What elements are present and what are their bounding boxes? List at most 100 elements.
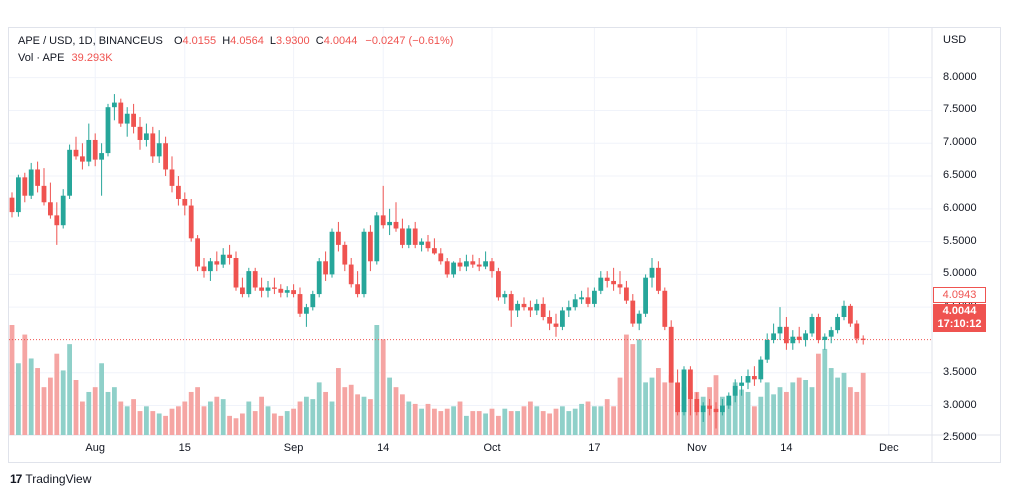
candle[interactable] <box>547 310 552 331</box>
candle[interactable] <box>400 218 405 249</box>
candle[interactable] <box>412 221 418 249</box>
candle[interactable] <box>86 123 92 167</box>
candle[interactable] <box>304 303 309 327</box>
candle[interactable] <box>822 333 828 350</box>
candle[interactable] <box>208 258 213 281</box>
candle[interactable] <box>188 198 194 242</box>
candle[interactable] <box>444 258 450 278</box>
candle[interactable] <box>355 271 360 298</box>
candle[interactable] <box>438 248 444 265</box>
candle[interactable] <box>323 251 328 281</box>
candle[interactable] <box>112 94 117 121</box>
candle[interactable] <box>54 202 60 245</box>
candle[interactable] <box>176 176 181 206</box>
candle[interactable] <box>144 123 149 147</box>
candle[interactable] <box>848 303 853 327</box>
candle[interactable] <box>374 212 380 265</box>
candle[interactable] <box>745 369 751 390</box>
candle[interactable] <box>182 192 188 216</box>
candle[interactable] <box>246 267 252 298</box>
candle[interactable] <box>16 174 21 217</box>
candle[interactable] <box>489 258 495 278</box>
candle[interactable] <box>483 251 488 270</box>
candle[interactable] <box>688 366 693 416</box>
candle[interactable] <box>163 136 168 177</box>
candle[interactable] <box>656 261 661 295</box>
candle[interactable] <box>361 228 367 298</box>
candle[interactable] <box>240 277 245 298</box>
candle[interactable] <box>854 320 860 344</box>
candle[interactable] <box>432 238 437 255</box>
symbol-label[interactable]: APE / USD, 1D, BINANCEUS <box>18 35 163 47</box>
candle[interactable] <box>233 251 239 291</box>
candle[interactable] <box>636 310 642 331</box>
candle[interactable] <box>771 323 776 344</box>
candle[interactable] <box>784 317 789 350</box>
candle[interactable] <box>476 258 482 272</box>
candle[interactable] <box>92 133 98 167</box>
candle[interactable] <box>393 202 399 232</box>
candle[interactable] <box>368 225 373 272</box>
candle[interactable] <box>534 299 540 316</box>
candle[interactable] <box>496 267 501 301</box>
candle[interactable] <box>252 267 258 291</box>
candle[interactable] <box>48 182 53 219</box>
candle[interactable] <box>201 258 207 278</box>
candle[interactable] <box>316 258 322 298</box>
candle[interactable] <box>214 251 220 272</box>
candle[interactable] <box>560 307 565 331</box>
candle[interactable] <box>22 172 28 203</box>
candle[interactable] <box>809 313 815 337</box>
candle[interactable] <box>553 313 559 337</box>
candle[interactable] <box>796 326 802 344</box>
candle[interactable] <box>336 221 341 252</box>
candle[interactable] <box>118 98 124 127</box>
candle[interactable] <box>841 300 847 321</box>
candle[interactable] <box>681 366 687 416</box>
candle[interactable] <box>668 320 674 383</box>
candle[interactable] <box>272 277 277 295</box>
brand[interactable]: 17 TradingView <box>10 472 91 486</box>
candle[interactable] <box>73 136 79 160</box>
candle[interactable] <box>457 258 463 272</box>
candle[interactable] <box>585 287 591 308</box>
candle[interactable] <box>310 290 316 311</box>
candle[interactable] <box>419 238 424 252</box>
candle[interactable] <box>630 294 636 327</box>
candle[interactable] <box>9 192 15 218</box>
candle[interactable] <box>227 244 232 265</box>
candle[interactable] <box>67 144 72 199</box>
candle[interactable] <box>35 161 40 193</box>
candle[interactable] <box>28 162 34 199</box>
candle[interactable] <box>662 287 668 331</box>
candle[interactable] <box>700 402 706 422</box>
candle[interactable] <box>732 379 738 403</box>
candle[interactable] <box>348 258 354 288</box>
candle[interactable] <box>816 313 821 344</box>
candle[interactable] <box>617 271 623 295</box>
candle[interactable] <box>835 313 840 334</box>
candle[interactable] <box>464 254 469 272</box>
candle[interactable] <box>297 287 303 318</box>
candle[interactable] <box>713 402 719 429</box>
candle[interactable] <box>508 290 514 327</box>
candle[interactable] <box>329 228 335 278</box>
candle[interactable] <box>195 235 200 272</box>
candle[interactable] <box>387 208 392 236</box>
candle[interactable] <box>169 156 175 193</box>
candle[interactable] <box>124 107 130 137</box>
candle[interactable] <box>860 335 866 345</box>
candle[interactable] <box>521 297 527 311</box>
candle[interactable] <box>649 258 655 288</box>
candle[interactable] <box>777 307 783 340</box>
candle[interactable] <box>278 284 284 298</box>
volume-label[interactable]: Vol · APE <box>18 52 65 64</box>
candle[interactable] <box>41 168 47 206</box>
candle[interactable] <box>265 280 271 298</box>
candle[interactable] <box>764 333 770 363</box>
candle[interactable] <box>99 143 104 196</box>
candle[interactable] <box>470 254 476 268</box>
candle[interactable] <box>502 290 508 304</box>
candle[interactable] <box>406 225 412 249</box>
